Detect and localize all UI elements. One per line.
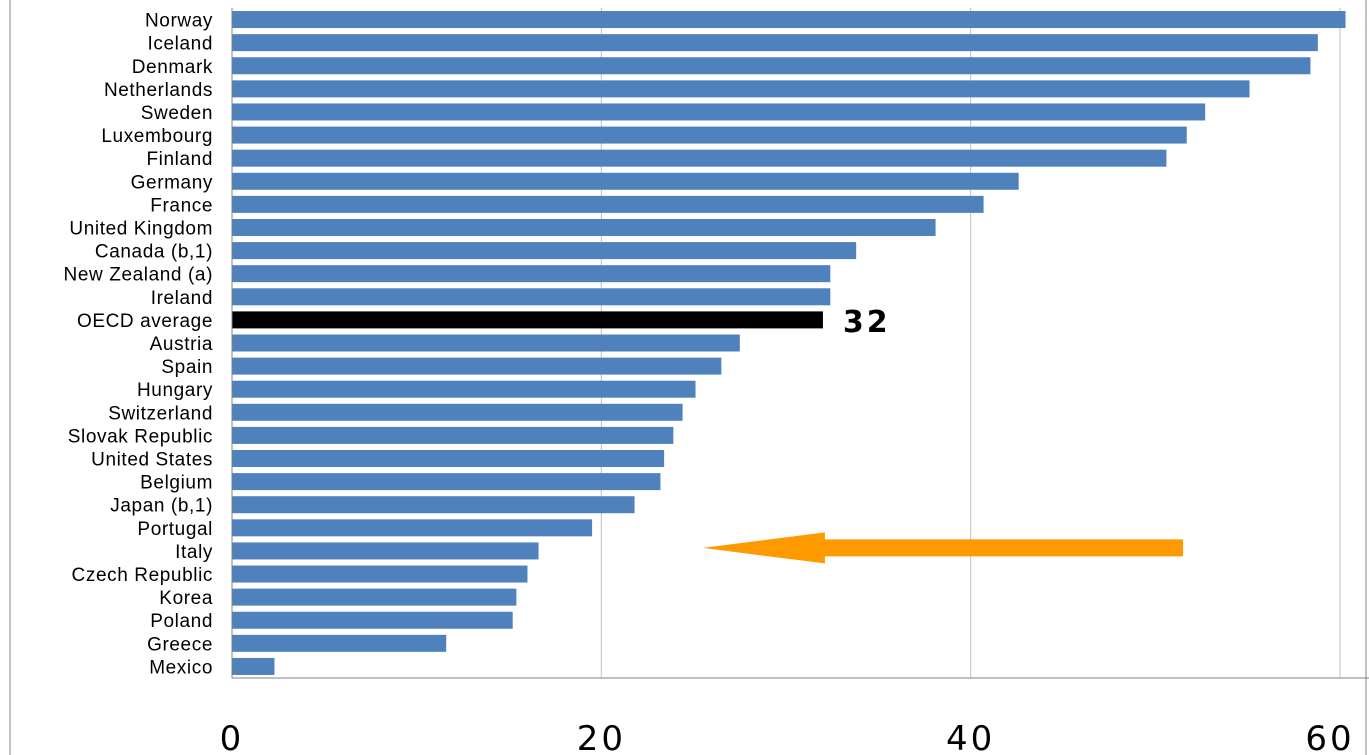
bar-poland [232,611,513,629]
bar-korea [232,588,517,606]
category-label-iceland: Iceland [148,34,213,55]
category-label-united-states: United States [91,450,213,471]
bar-japan-b-1 [232,496,635,514]
category-label-norway: Norway [145,11,213,32]
category-label-poland: Poland [150,611,213,632]
category-label-belgium: Belgium [140,473,213,494]
x-tick-labels: 0 20 40 60 [220,719,1354,755]
x-tick-label-0: 0 [220,719,245,755]
category-label-denmark: Denmark [132,57,213,78]
category-label-sweden: Sweden [141,103,213,124]
x-tick-label-40: 40 [946,719,995,755]
bar-ireland [232,288,831,306]
category-label-finland: Finland [146,149,213,170]
bar-italy [232,542,539,560]
data-label-oecd-average: 32 [843,305,891,340]
bar-slovak-republic [232,426,674,444]
category-label-italy: Italy [175,542,213,563]
bar-united-states [232,450,665,468]
category-label-netherlands: Netherlands [104,80,213,101]
category-label-slovak-republic: Slovak Republic [68,426,213,447]
category-label-united-kingdom: United Kingdom [69,218,213,239]
category-label-luxembourg: Luxembourg [101,126,213,147]
bar-mexico [232,657,275,675]
bars [232,11,1346,675]
bar-oecd-average [232,311,823,329]
bar-norway [232,11,1346,29]
bar-canada-b-1 [232,242,857,260]
left-arrow-annotation [702,532,1184,564]
chart-frame [9,0,1369,755]
category-labels: NorwayIcelandDenmarkNetherlandsSwedenLux… [64,11,213,679]
category-label-portugal: Portugal [137,519,213,540]
bar-austria [232,334,740,352]
bar-portugal [232,519,593,537]
category-label-japan-b-1: Japan (b,1) [110,496,213,517]
bar-finland [232,149,1167,167]
bar-czech-republic [232,565,528,583]
category-label-ireland: Ireland [151,288,213,309]
bar-germany [232,172,1019,190]
category-label-greece: Greece [147,634,213,655]
bar-netherlands [232,80,1250,98]
category-label-france: France [150,195,213,216]
bar-belgium [232,473,661,491]
category-label-switzerland: Switzerland [108,403,213,424]
category-label-austria: Austria [150,334,213,355]
bar-united-kingdom [232,218,936,236]
category-label-korea: Korea [159,588,213,609]
bar-sweden [232,103,1206,121]
x-tick-label-60: 60 [1305,719,1354,755]
category-label-hungary: Hungary [137,380,213,401]
category-label-canada-b-1: Canada (b,1) [95,242,213,263]
annotations: 32 [702,305,1184,564]
bar-new-zealand-a [232,265,831,283]
category-label-oecd-average: OECD average [77,311,213,332]
bar-luxembourg [232,126,1187,144]
bar-hungary [232,380,696,398]
x-tick-label-20: 20 [577,719,626,755]
bar-spain [232,357,722,375]
category-label-spain: Spain [161,357,213,378]
category-label-czech-republic: Czech Republic [72,565,213,586]
bar-france [232,195,984,213]
category-label-new-zealand-a: New Zealand (a) [64,265,213,286]
bar-denmark [232,57,1311,75]
bar-greece [232,634,447,652]
bar-iceland [232,34,1318,52]
bar-switzerland [232,403,683,421]
category-label-mexico: Mexico [149,657,213,678]
category-label-germany: Germany [131,172,213,193]
